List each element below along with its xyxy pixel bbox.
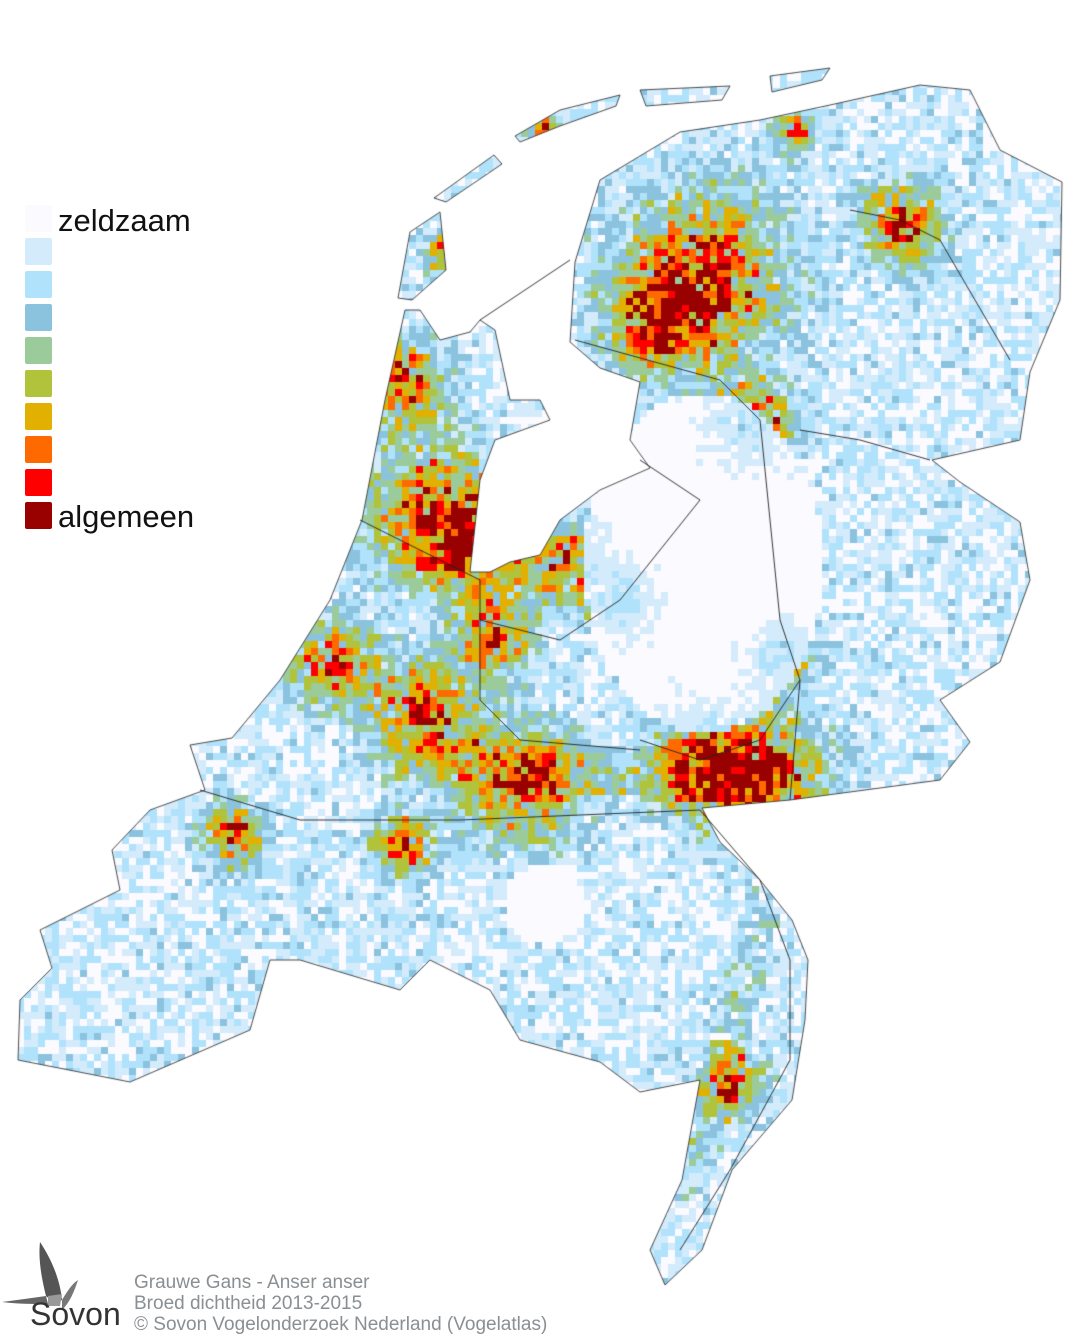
period-subtitle: Broed dichtheid 2013-2015 [134, 1293, 363, 1314]
legend-swatch-6 [25, 370, 52, 397]
legend-label-common: algemeen [58, 499, 195, 534]
legend-swatch-7 [25, 403, 52, 430]
legend-swatch-3 [25, 271, 52, 298]
legend-swatch-2 [25, 238, 52, 265]
legend-label-rare: zeldzaam [58, 203, 191, 238]
species-title: Grauwe Gans - Anser anser [134, 1272, 370, 1293]
copyright: © Sovon Vogelonderzoek Nederland (Vogela… [134, 1314, 548, 1335]
legend-swatch-9 [25, 469, 52, 496]
legend-swatch-4 [25, 304, 52, 331]
sovon-logo-text: Sovon [30, 1296, 121, 1332]
legend-swatch-1 [25, 205, 52, 232]
legend-swatch-5 [25, 337, 52, 364]
swallow-icon [2, 1242, 78, 1310]
legend-swatch-8 [25, 436, 52, 463]
map-caption: Grauwe Gans - Anser anser Broed dichthei… [134, 1272, 547, 1335]
legend-swatch-10 [25, 502, 52, 529]
